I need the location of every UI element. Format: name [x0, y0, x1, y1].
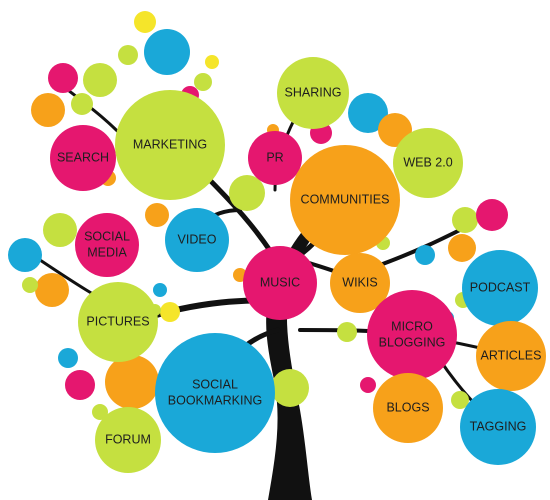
topic-node: WEB 2.0 [393, 128, 463, 198]
circle [451, 391, 469, 409]
circle [144, 29, 190, 75]
node-label: SEARCH [57, 150, 109, 164]
topic-node: SHARING [277, 57, 349, 129]
node-label: MUSIC [260, 275, 300, 289]
circle [476, 199, 508, 231]
circle [145, 203, 169, 227]
circle [43, 213, 77, 247]
circle [31, 93, 65, 127]
node-label: SHARING [285, 85, 342, 99]
circle [271, 369, 309, 407]
node-circle [155, 333, 275, 453]
node-label: PICTURES [86, 314, 149, 328]
circle [65, 370, 95, 400]
node-label: COMMUNITIES [301, 192, 390, 206]
circle [83, 63, 117, 97]
node-circle [367, 290, 457, 380]
node-circle [115, 90, 225, 200]
node-label: PR [266, 150, 283, 164]
topic-node: TAGGING [460, 389, 536, 465]
topic-node: COMMUNITIES [290, 145, 400, 255]
node-label: SOCIAL [84, 229, 130, 243]
circle [360, 377, 376, 393]
node-label: VIDEO [178, 232, 217, 246]
circle [105, 355, 159, 409]
circle [48, 63, 78, 93]
circle [160, 302, 180, 322]
topic-node: MARKETING [115, 90, 225, 200]
node-label: ARTICLES [481, 348, 542, 362]
node-circle [476, 321, 546, 391]
topic-node: FORUM [95, 407, 161, 473]
node-label: MEDIA [87, 245, 127, 259]
circle [229, 175, 265, 211]
circle [448, 234, 476, 262]
node-label: TAGGING [470, 419, 527, 433]
circle [35, 273, 69, 307]
node-label: PODCAST [470, 280, 531, 294]
node-circle [277, 57, 349, 129]
circle [134, 11, 156, 33]
node-circle [393, 128, 463, 198]
circle [58, 348, 78, 368]
circle [8, 238, 42, 272]
circle [153, 283, 167, 297]
topic-node: MUSIC [243, 246, 317, 320]
circle [337, 322, 357, 342]
node-circle [460, 389, 536, 465]
node-label: BLOGGING [379, 335, 446, 349]
circle [415, 245, 435, 265]
circle [71, 93, 93, 115]
node-label: FORUM [105, 432, 151, 446]
node-circle [248, 131, 302, 185]
node-circle [290, 145, 400, 255]
node-circle [95, 407, 161, 473]
circle [118, 45, 138, 65]
topic-node: PR [248, 131, 302, 185]
topic-node: ARTICLES [476, 321, 546, 391]
circle [22, 277, 38, 293]
node-circle [373, 373, 443, 443]
topic-node: WIKIS [330, 253, 390, 313]
topic-node: BLOGS [373, 373, 443, 443]
circle [92, 404, 108, 420]
node-circle [462, 250, 538, 326]
circle [205, 55, 219, 69]
decorative-circles [8, 11, 508, 420]
node-circle [165, 208, 229, 272]
topic-node: SEARCH [50, 125, 116, 191]
topic-node: PICTURES [78, 282, 158, 362]
node-circle [243, 246, 317, 320]
topic-nodes: SEARCH MARKETING SHARING PR WEB 2.0 COMMUNITI… [50, 57, 546, 473]
node-circle [330, 253, 390, 313]
topic-node: VIDEO [165, 208, 229, 272]
topic-node: SOCIAL BOOKMARKING [155, 333, 275, 453]
topic-node: PODCAST [462, 250, 538, 326]
node-label: SOCIAL [192, 377, 238, 391]
node-label: WIKIS [342, 275, 377, 289]
topic-node: MICRO BLOGGING [367, 290, 457, 380]
node-label: MICRO [391, 319, 433, 333]
circle [348, 93, 388, 133]
node-label: MARKETING [133, 137, 207, 151]
node-label: BLOGS [386, 400, 429, 414]
node-circle [78, 282, 158, 362]
node-label: WEB 2.0 [403, 155, 452, 169]
circle [194, 73, 212, 91]
node-circle [75, 213, 139, 277]
topic-node: SOCIAL MEDIA [75, 213, 139, 277]
node-circle [50, 125, 116, 191]
circle [452, 207, 478, 233]
node-label: BOOKMARKING [168, 393, 262, 407]
